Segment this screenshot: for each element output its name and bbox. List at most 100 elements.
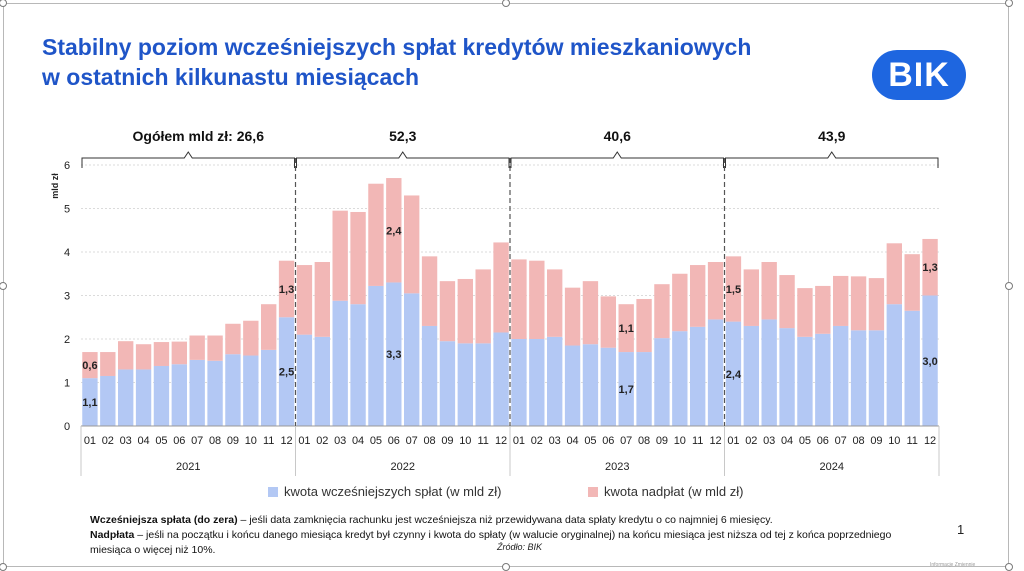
x-tick-label: 04 [781, 435, 793, 447]
bar-overpayment [511, 259, 527, 339]
bar-overpayment [636, 298, 652, 353]
x-tick-label: 03 [549, 435, 561, 447]
x-tick-label: 05 [155, 435, 167, 447]
year-label: 2022 [391, 461, 415, 473]
resize-handle-top-left[interactable] [0, 0, 7, 7]
x-tick-label: 10 [245, 435, 257, 447]
data-label: 0,6 [82, 360, 97, 372]
legend-swatch-pink [588, 486, 598, 497]
bar-early-repayment [82, 378, 98, 426]
bar-early-repayment [493, 332, 509, 426]
bar-overpayment [100, 352, 116, 376]
x-tick-label: 08 [209, 435, 221, 447]
bar-overpayment [457, 278, 473, 344]
bar-overpayment [797, 288, 813, 337]
data-label: 1,7 [619, 384, 634, 396]
bar-overpayment [564, 287, 581, 346]
bar-early-repayment [225, 354, 241, 426]
bar-early-repayment [153, 365, 170, 426]
resize-handle-top-right[interactable] [1005, 0, 1013, 7]
x-tick-label: 04 [137, 435, 149, 447]
title-line-2: w ostatnich kilkunastu miesiącach [42, 64, 420, 90]
data-label: 1,5 [726, 284, 741, 296]
year-total-label: 43,9 [818, 128, 845, 144]
bar-overpayment [153, 342, 170, 366]
bar-early-repayment [600, 347, 616, 426]
bar-early-repayment [761, 319, 777, 426]
resize-handle-middle-right[interactable] [1005, 282, 1013, 290]
bar-early-repayment [171, 364, 187, 426]
bar-early-repayment [457, 343, 473, 426]
legend-label-early-repayment: kwota wcześniejszych spłat (w mld zł) [284, 484, 502, 499]
bar-overpayment [868, 278, 885, 331]
bar-overpayment [779, 275, 795, 329]
data-label: 1,3 [922, 262, 937, 274]
bar-early-repayment [690, 326, 706, 426]
bar-overpayment [332, 210, 348, 301]
note-early-repayment: Wcześniejsza spłata (do zera) – jeśli da… [90, 513, 900, 528]
y-tick-label: 3 [64, 291, 70, 303]
bar-early-repayment [707, 319, 724, 426]
bar-early-repayment [886, 304, 902, 426]
bar-early-repayment [189, 359, 205, 426]
bar-early-repayment [582, 344, 599, 426]
bar-overpayment [493, 242, 509, 333]
data-label: 1,3 [279, 284, 294, 296]
bar-early-repayment [654, 338, 670, 426]
bar-overpayment [600, 296, 616, 348]
x-tick-label: 11 [906, 435, 917, 447]
x-tick-label: 09 [441, 435, 453, 447]
year-brace [296, 151, 510, 168]
bar-overpayment [261, 304, 277, 350]
x-tick-label: 01 [513, 435, 525, 447]
x-tick-label: 10 [888, 435, 900, 447]
x-tick-label: 11 [692, 435, 703, 447]
bar-overpayment [654, 284, 670, 339]
source-label: Źródło: BIK [497, 542, 543, 552]
x-tick-label: 06 [602, 435, 614, 447]
x-tick-label: 02 [531, 435, 543, 447]
note-text-early-repayment: – jeśli data zamknięcia rachunku jest wc… [237, 514, 773, 526]
bar-early-repayment [797, 336, 813, 426]
year-total-label: 40,6 [604, 128, 631, 144]
resize-handle-middle-left[interactable] [0, 282, 7, 290]
bar-early-repayment [118, 369, 134, 426]
bar-overpayment [118, 341, 134, 370]
year-label: 2024 [820, 461, 844, 473]
bar-overpayment [207, 335, 223, 361]
data-label: 1,1 [82, 397, 97, 409]
bar-overpayment [225, 323, 241, 355]
bar-overpayment [439, 281, 456, 342]
bar-overpayment [386, 178, 402, 283]
x-tick-label: 09 [656, 435, 668, 447]
x-tick-label: 02 [102, 435, 114, 447]
x-tick-label: 06 [173, 435, 185, 447]
bar-overpayment [582, 281, 599, 345]
bar-early-repayment [314, 336, 330, 426]
bar-overpayment [350, 211, 366, 305]
x-tick-label: 01 [298, 435, 310, 447]
x-tick-label: 01 [727, 435, 739, 447]
note-text-overpayment: – jeśli na początku i końcu danego miesi… [90, 529, 892, 556]
x-tick-label: 07 [835, 435, 847, 447]
bar-early-repayment [296, 334, 313, 426]
x-tick-label: 03 [120, 435, 132, 447]
bar-early-repayment [278, 317, 295, 426]
bar-early-repayment [404, 293, 420, 426]
y-tick-label: 4 [64, 247, 70, 259]
x-tick-label: 05 [799, 435, 811, 447]
x-tick-label: 03 [334, 435, 346, 447]
x-tick-label: 07 [406, 435, 418, 447]
x-tick-label: 11 [477, 435, 488, 447]
x-tick-label: 04 [566, 435, 578, 447]
resize-handle-top-center[interactable] [502, 0, 510, 7]
bar-overpayment [690, 265, 706, 327]
bar-overpayment [278, 260, 295, 318]
bar-overpayment [886, 243, 902, 305]
bar-overpayment [314, 262, 330, 337]
bar-early-repayment [815, 333, 831, 426]
x-tick-label: 08 [638, 435, 650, 447]
bar-overpayment [475, 269, 491, 344]
bar-overpayment [922, 238, 938, 296]
bar-overpayment [368, 183, 384, 286]
